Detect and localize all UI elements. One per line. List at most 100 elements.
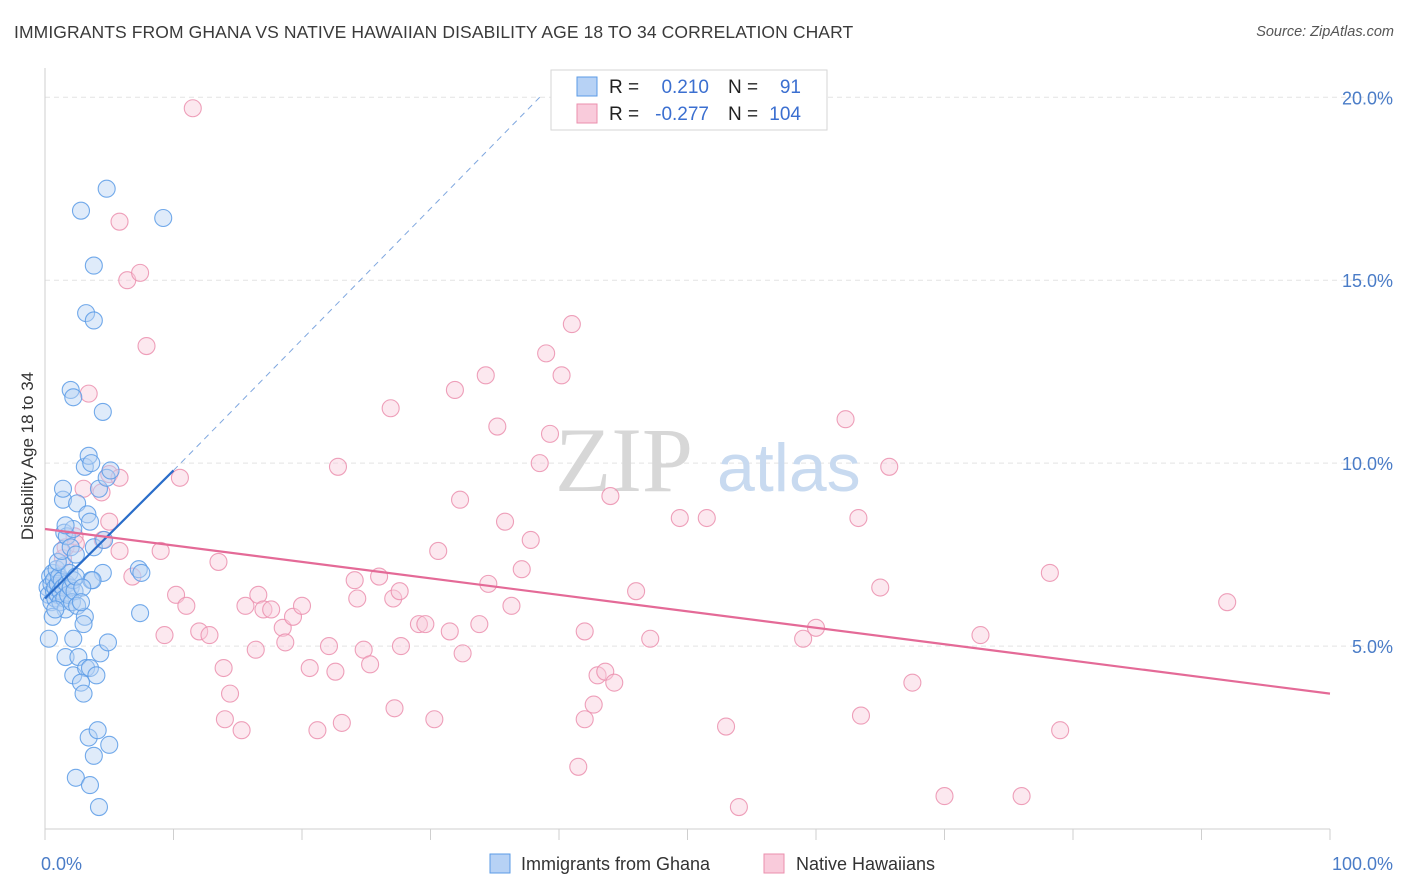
chart-title: IMMIGRANTS FROM GHANA VS NATIVE HAWAIIAN…	[14, 22, 854, 42]
hawaiian-point	[110, 212, 129, 231]
hawaiian-point	[300, 658, 319, 678]
hawaiian-point	[177, 596, 196, 615]
hawaiian-point	[569, 757, 588, 776]
ghana-point	[39, 629, 58, 648]
hawaiian-point	[254, 600, 273, 619]
hawaiian-point	[1040, 563, 1059, 582]
x-tick-label: 100.0%	[1332, 854, 1393, 874]
stats-n-label-1: N =	[728, 77, 758, 98]
legend: Immigrants from Ghana Native Hawaiians	[489, 853, 935, 874]
y-tick-label: 20.0%	[1342, 88, 1393, 108]
ghana-point	[154, 208, 173, 228]
hawaiian-point	[552, 366, 571, 385]
y-tick-label: 5.0%	[1352, 637, 1393, 657]
ghana-point	[101, 461, 120, 480]
hawaiian-point	[562, 315, 581, 334]
hawaiian-point	[151, 541, 170, 560]
hawaiian-point	[697, 508, 716, 528]
ghana-point	[131, 604, 150, 623]
legend-swatch-ghana	[489, 853, 511, 874]
stats-n-value-1: 91	[780, 77, 801, 98]
hawaiian-point	[971, 626, 990, 645]
source-label: Source: ZipAtlas.com	[1256, 24, 1394, 40]
hawaiian-point	[319, 637, 339, 656]
legend-label-hawaiian: Native Hawaiians	[796, 854, 935, 874]
hawaiian-point	[605, 673, 624, 692]
ghana-point	[84, 311, 103, 330]
hawaiian-point	[276, 633, 295, 652]
hawaiian-point	[641, 629, 660, 648]
ghana-point	[71, 673, 91, 692]
hawaiian-point	[361, 655, 380, 674]
y-tick-label: 15.0%	[1342, 271, 1393, 291]
hawaiian-point	[495, 512, 515, 531]
ghana-point	[89, 797, 109, 817]
hawaiian-point	[1051, 721, 1070, 740]
hawaiian-point	[575, 710, 594, 729]
ghana-point	[56, 516, 75, 535]
ghana-point	[88, 721, 107, 740]
ghana-points	[38, 179, 173, 817]
ghana-point	[98, 633, 118, 652]
hawaiian-point	[214, 658, 233, 678]
hawaiian-point	[849, 508, 868, 528]
axes	[44, 68, 1331, 840]
ghana-point	[84, 746, 103, 765]
y-axis-label: Disability Age 18 to 34	[18, 372, 37, 540]
ghana-point	[71, 201, 91, 220]
hawaiian-point	[100, 512, 119, 531]
hawaiian-point	[246, 640, 265, 659]
hawaiian-point	[530, 454, 549, 473]
hawaiian-point	[183, 99, 202, 118]
ghana-point	[61, 380, 80, 400]
hawaiian-point	[155, 626, 174, 645]
hawaiian-point	[445, 380, 464, 400]
hawaiian-point	[332, 713, 351, 732]
hawaiian-point	[716, 717, 736, 736]
hawaiian-point	[851, 706, 871, 725]
hawaiian-point	[935, 787, 954, 806]
hawaiian-point	[794, 629, 813, 648]
tick-labels: 5.0% 10.0% 15.0% 20.0% 0.0% 100.0%	[41, 88, 1393, 874]
hawaiian-point	[584, 695, 603, 714]
hawaiian-point	[328, 457, 348, 476]
stats-r-label-2: R =	[609, 104, 639, 125]
ghana-point	[78, 505, 97, 524]
ghana-point	[93, 563, 112, 582]
ghana-point	[48, 552, 67, 571]
hawaiian-point	[110, 468, 129, 487]
hawaiian-point	[670, 508, 689, 528]
hawaiian-point	[381, 399, 400, 418]
watermark-zip: ZIP	[555, 409, 693, 511]
ghana-point	[80, 776, 100, 795]
ghana-point	[80, 658, 100, 678]
ghana-point	[84, 256, 103, 275]
hawaiian-point	[871, 578, 890, 597]
stats-n-value-2: 104	[769, 104, 801, 125]
hawaiian-point	[416, 615, 435, 634]
stats-box: R = 0.210 N = 91 R = -0.277 N = 104	[550, 69, 828, 131]
hawaiian-point	[537, 344, 556, 363]
stats-swatch-ghana	[576, 76, 598, 97]
ghana-point	[74, 615, 93, 634]
hawaiian-point	[385, 699, 404, 718]
ghana-point	[66, 545, 85, 564]
gridlines	[45, 96, 1390, 647]
hawaiian-point	[326, 662, 345, 681]
hawaiian-point	[209, 552, 228, 571]
ghana-point	[64, 388, 83, 407]
hawaiian-point	[262, 600, 281, 619]
ghana-trend-line	[44, 469, 175, 600]
ghana-point	[46, 600, 65, 619]
hawaiian-point	[429, 541, 448, 560]
hawaiian-point	[453, 644, 472, 663]
stats-swatch-hawaiian	[576, 103, 598, 124]
ghana-point	[79, 728, 98, 747]
x-tick-label: 0.0%	[41, 854, 82, 874]
hawaiian-point	[1012, 787, 1031, 806]
legend-swatch-hawaiian	[763, 853, 785, 874]
trend-lines	[44, 96, 1331, 695]
hawaiian-point	[131, 263, 150, 282]
hawaiian-point	[836, 410, 855, 429]
ghana-point	[80, 512, 100, 531]
